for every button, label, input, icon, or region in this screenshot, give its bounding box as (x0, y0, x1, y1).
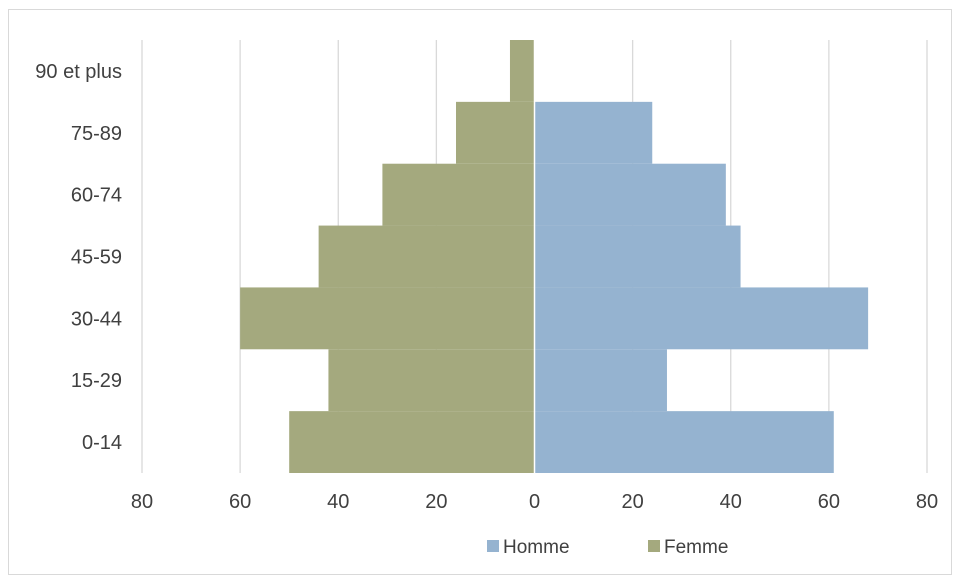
x-tick-label-6: 40 (720, 491, 742, 513)
legend-label-femme: Femme (664, 537, 728, 558)
y-tick-label-60-74: 60-74 (71, 185, 122, 207)
bar-homme-75-89 (534, 101, 653, 164)
y-tick-label-90-et-plus: 90 et plus (35, 61, 122, 83)
y-axis-labels: 0-14 15-29 30-44 45-59 60-74 75-89 90 et plus (35, 61, 122, 454)
x-tick-label-5: 20 (622, 491, 644, 513)
x-tick-label-1: 60 (229, 491, 251, 513)
x-axis-labels: 80 60 40 20 0 20 40 60 80 (131, 491, 938, 513)
x-tick-label-3: 20 (425, 491, 447, 513)
x-tick-label-4: 0 (529, 491, 540, 513)
y-tick-label-75-89: 75-89 (71, 123, 122, 145)
legend-swatch-femme (648, 540, 660, 552)
x-tick-label-8: 80 (916, 491, 938, 513)
bar-femme-90-et-plus (509, 40, 535, 102)
x-tick-label-2: 40 (327, 491, 349, 513)
y-tick-label-15-29: 15-29 (71, 370, 122, 392)
bar-femme-0-14 (289, 411, 535, 473)
legend: Homme Femme (487, 537, 728, 558)
legend-label-homme: Homme (503, 537, 570, 558)
bar-homme-45-59 (534, 225, 741, 288)
bar-homme-15-29 (534, 349, 667, 412)
legend-swatch-homme (487, 540, 499, 552)
bar-homme-60-74 (534, 163, 726, 226)
bar-femme-45-59 (318, 225, 535, 288)
y-tick-label-45-59: 45-59 (71, 247, 122, 269)
bars (240, 40, 869, 473)
bar-homme-0-14 (534, 411, 834, 473)
y-tick-label-0-14: 0-14 (82, 432, 122, 454)
bar-femme-30-44 (240, 287, 535, 350)
bar-homme-30-44 (534, 287, 869, 350)
bar-femme-60-74 (382, 163, 535, 226)
x-tick-label-0: 80 (131, 491, 153, 513)
y-tick-label-30-44: 30-44 (71, 308, 122, 330)
x-tick-label-7: 60 (818, 491, 840, 513)
bar-femme-15-29 (328, 349, 535, 412)
bar-femme-75-89 (456, 101, 535, 164)
